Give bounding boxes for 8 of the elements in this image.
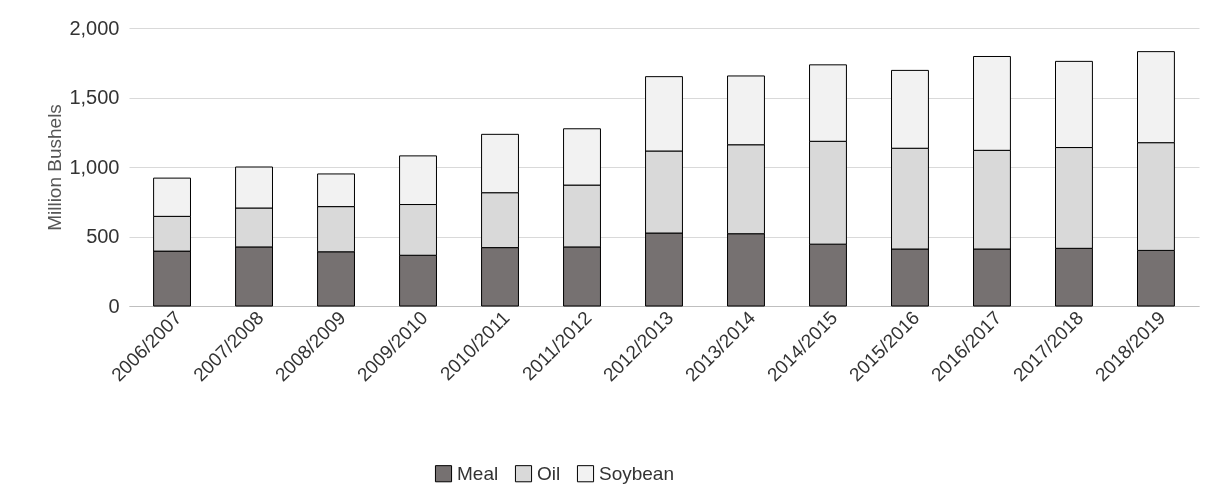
legend-label: Oil — [537, 462, 561, 484]
y-tick-label: 2,000 — [69, 16, 120, 39]
y-tick-label: 1,000 — [69, 155, 120, 178]
y-axis-title: Million Bushels — [44, 104, 66, 231]
y-tick-label: 500 — [86, 225, 120, 247]
y-tick-label: 1,500 — [69, 86, 120, 108]
legend-label: Soybean — [599, 462, 675, 484]
legend-label: Meal — [457, 462, 499, 484]
